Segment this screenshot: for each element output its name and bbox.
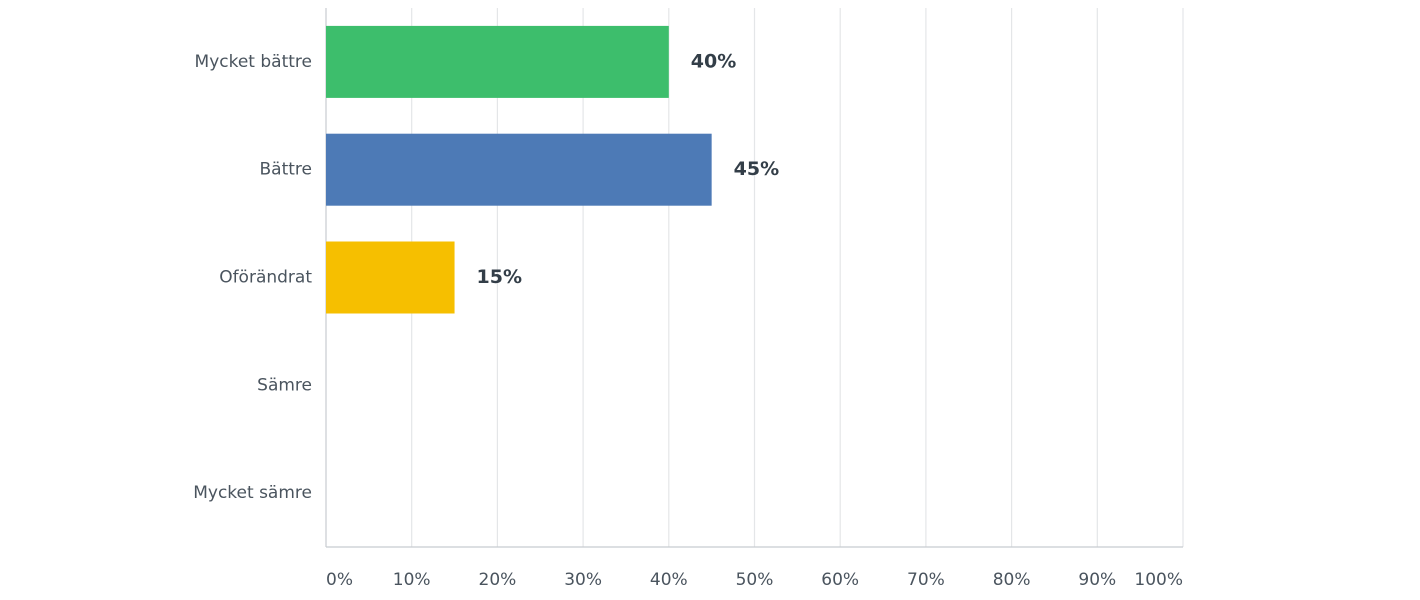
bar bbox=[326, 133, 712, 206]
x-tick-label: 20% bbox=[479, 570, 517, 590]
value-label: 45% bbox=[734, 158, 779, 180]
x-tick-label: 80% bbox=[993, 570, 1031, 590]
x-tick-label: 0% bbox=[326, 570, 353, 590]
y-tick-label: Mycket bättre bbox=[195, 52, 312, 72]
bar bbox=[326, 25, 669, 98]
x-tick-label: 10% bbox=[393, 570, 431, 590]
value-label: 40% bbox=[691, 50, 736, 72]
y-tick-label: Sämre bbox=[257, 375, 312, 395]
x-tick-label: 70% bbox=[907, 570, 945, 590]
x-tick-label: 60% bbox=[821, 570, 859, 590]
value-label: 15% bbox=[477, 266, 522, 288]
x-tick-label: 90% bbox=[1078, 570, 1116, 590]
x-tick-label: 50% bbox=[736, 570, 774, 590]
y-tick-label: Bättre bbox=[260, 160, 313, 180]
x-tick-label: 30% bbox=[564, 570, 602, 590]
bar bbox=[326, 241, 455, 314]
x-tick-label: 40% bbox=[650, 570, 688, 590]
y-tick-label: Mycket sämre bbox=[193, 483, 312, 503]
x-tick-label: 100% bbox=[1134, 570, 1183, 590]
y-tick-label: Oförändrat bbox=[219, 268, 312, 288]
